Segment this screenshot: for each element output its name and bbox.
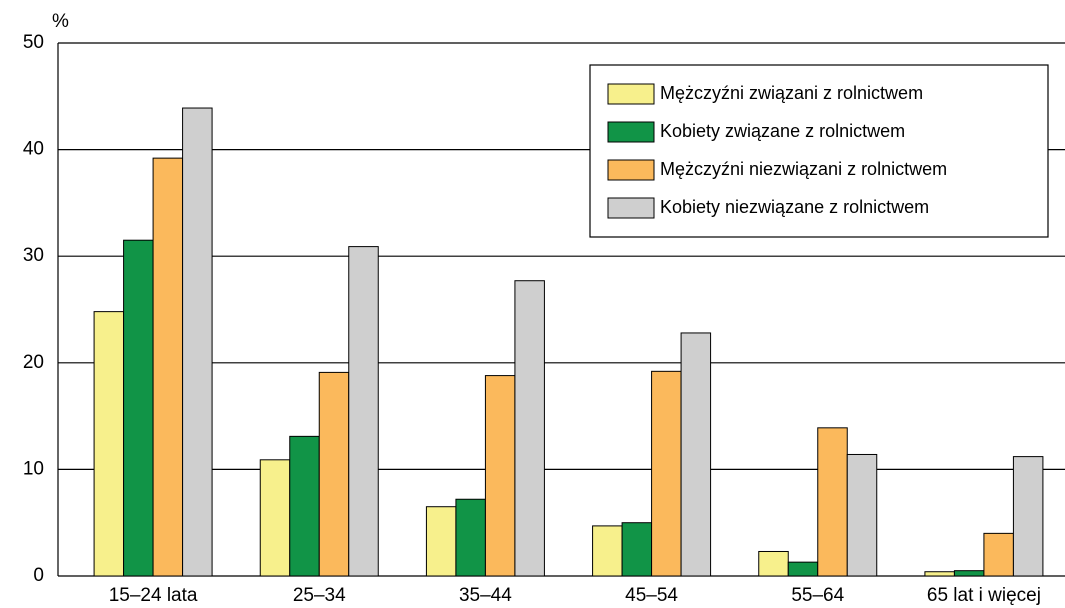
bar <box>425 506 457 577</box>
bar <box>152 157 184 577</box>
bar <box>182 107 213 577</box>
legend-swatch <box>607 159 655 181</box>
y-axis-label: % <box>52 11 69 32</box>
bar <box>348 246 379 577</box>
x-tick-label: 35–44 <box>459 585 512 606</box>
x-tick-label: 55–64 <box>791 585 844 606</box>
bar <box>93 311 125 577</box>
legend-swatch <box>607 197 655 219</box>
legend-label: Mężczyźni związani z rolnictwem <box>660 83 923 103</box>
bar <box>1012 456 1044 577</box>
legend-label: Mężczyźni niezwiązani z rolnictwem <box>660 159 947 179</box>
bar <box>953 570 985 577</box>
x-tick-label: 45–54 <box>625 585 678 606</box>
bar <box>592 525 623 577</box>
bar <box>123 239 154 577</box>
legend-label: Kobiety niezwiązane z rolnictwem <box>660 197 929 217</box>
x-tick-label: 15–24 lata <box>109 585 198 606</box>
bar <box>787 561 819 577</box>
legend-box <box>589 64 1049 238</box>
bar <box>484 375 516 577</box>
legend-swatch <box>607 121 655 143</box>
x-tick-label: 25–34 <box>293 585 346 606</box>
bar <box>514 280 545 577</box>
bar <box>680 332 712 577</box>
bar <box>289 435 320 577</box>
bar <box>817 427 848 577</box>
y-tick-label: 40 <box>23 139 44 160</box>
bar <box>846 453 878 577</box>
legend-swatch <box>607 83 655 105</box>
bar <box>924 571 955 577</box>
bar <box>455 498 486 577</box>
bar <box>318 371 350 577</box>
y-tick-label: 10 <box>23 458 44 479</box>
bar <box>758 550 789 577</box>
legend-label: Kobiety związane z rolnictwem <box>660 121 905 141</box>
bar <box>259 459 291 577</box>
legend: Mężczyźni związani z rolnictwem Kobiety z… <box>589 64 1049 238</box>
bar <box>983 532 1014 577</box>
y-tick-label: 20 <box>23 352 44 373</box>
y-tick-label: 50 <box>23 32 44 53</box>
bar <box>621 522 653 577</box>
y-tick-label: 30 <box>23 245 44 266</box>
bar <box>651 370 682 577</box>
y-tick-label: 0 <box>33 565 44 586</box>
x-tick-label: 65 lat i więcej <box>927 585 1041 606</box>
